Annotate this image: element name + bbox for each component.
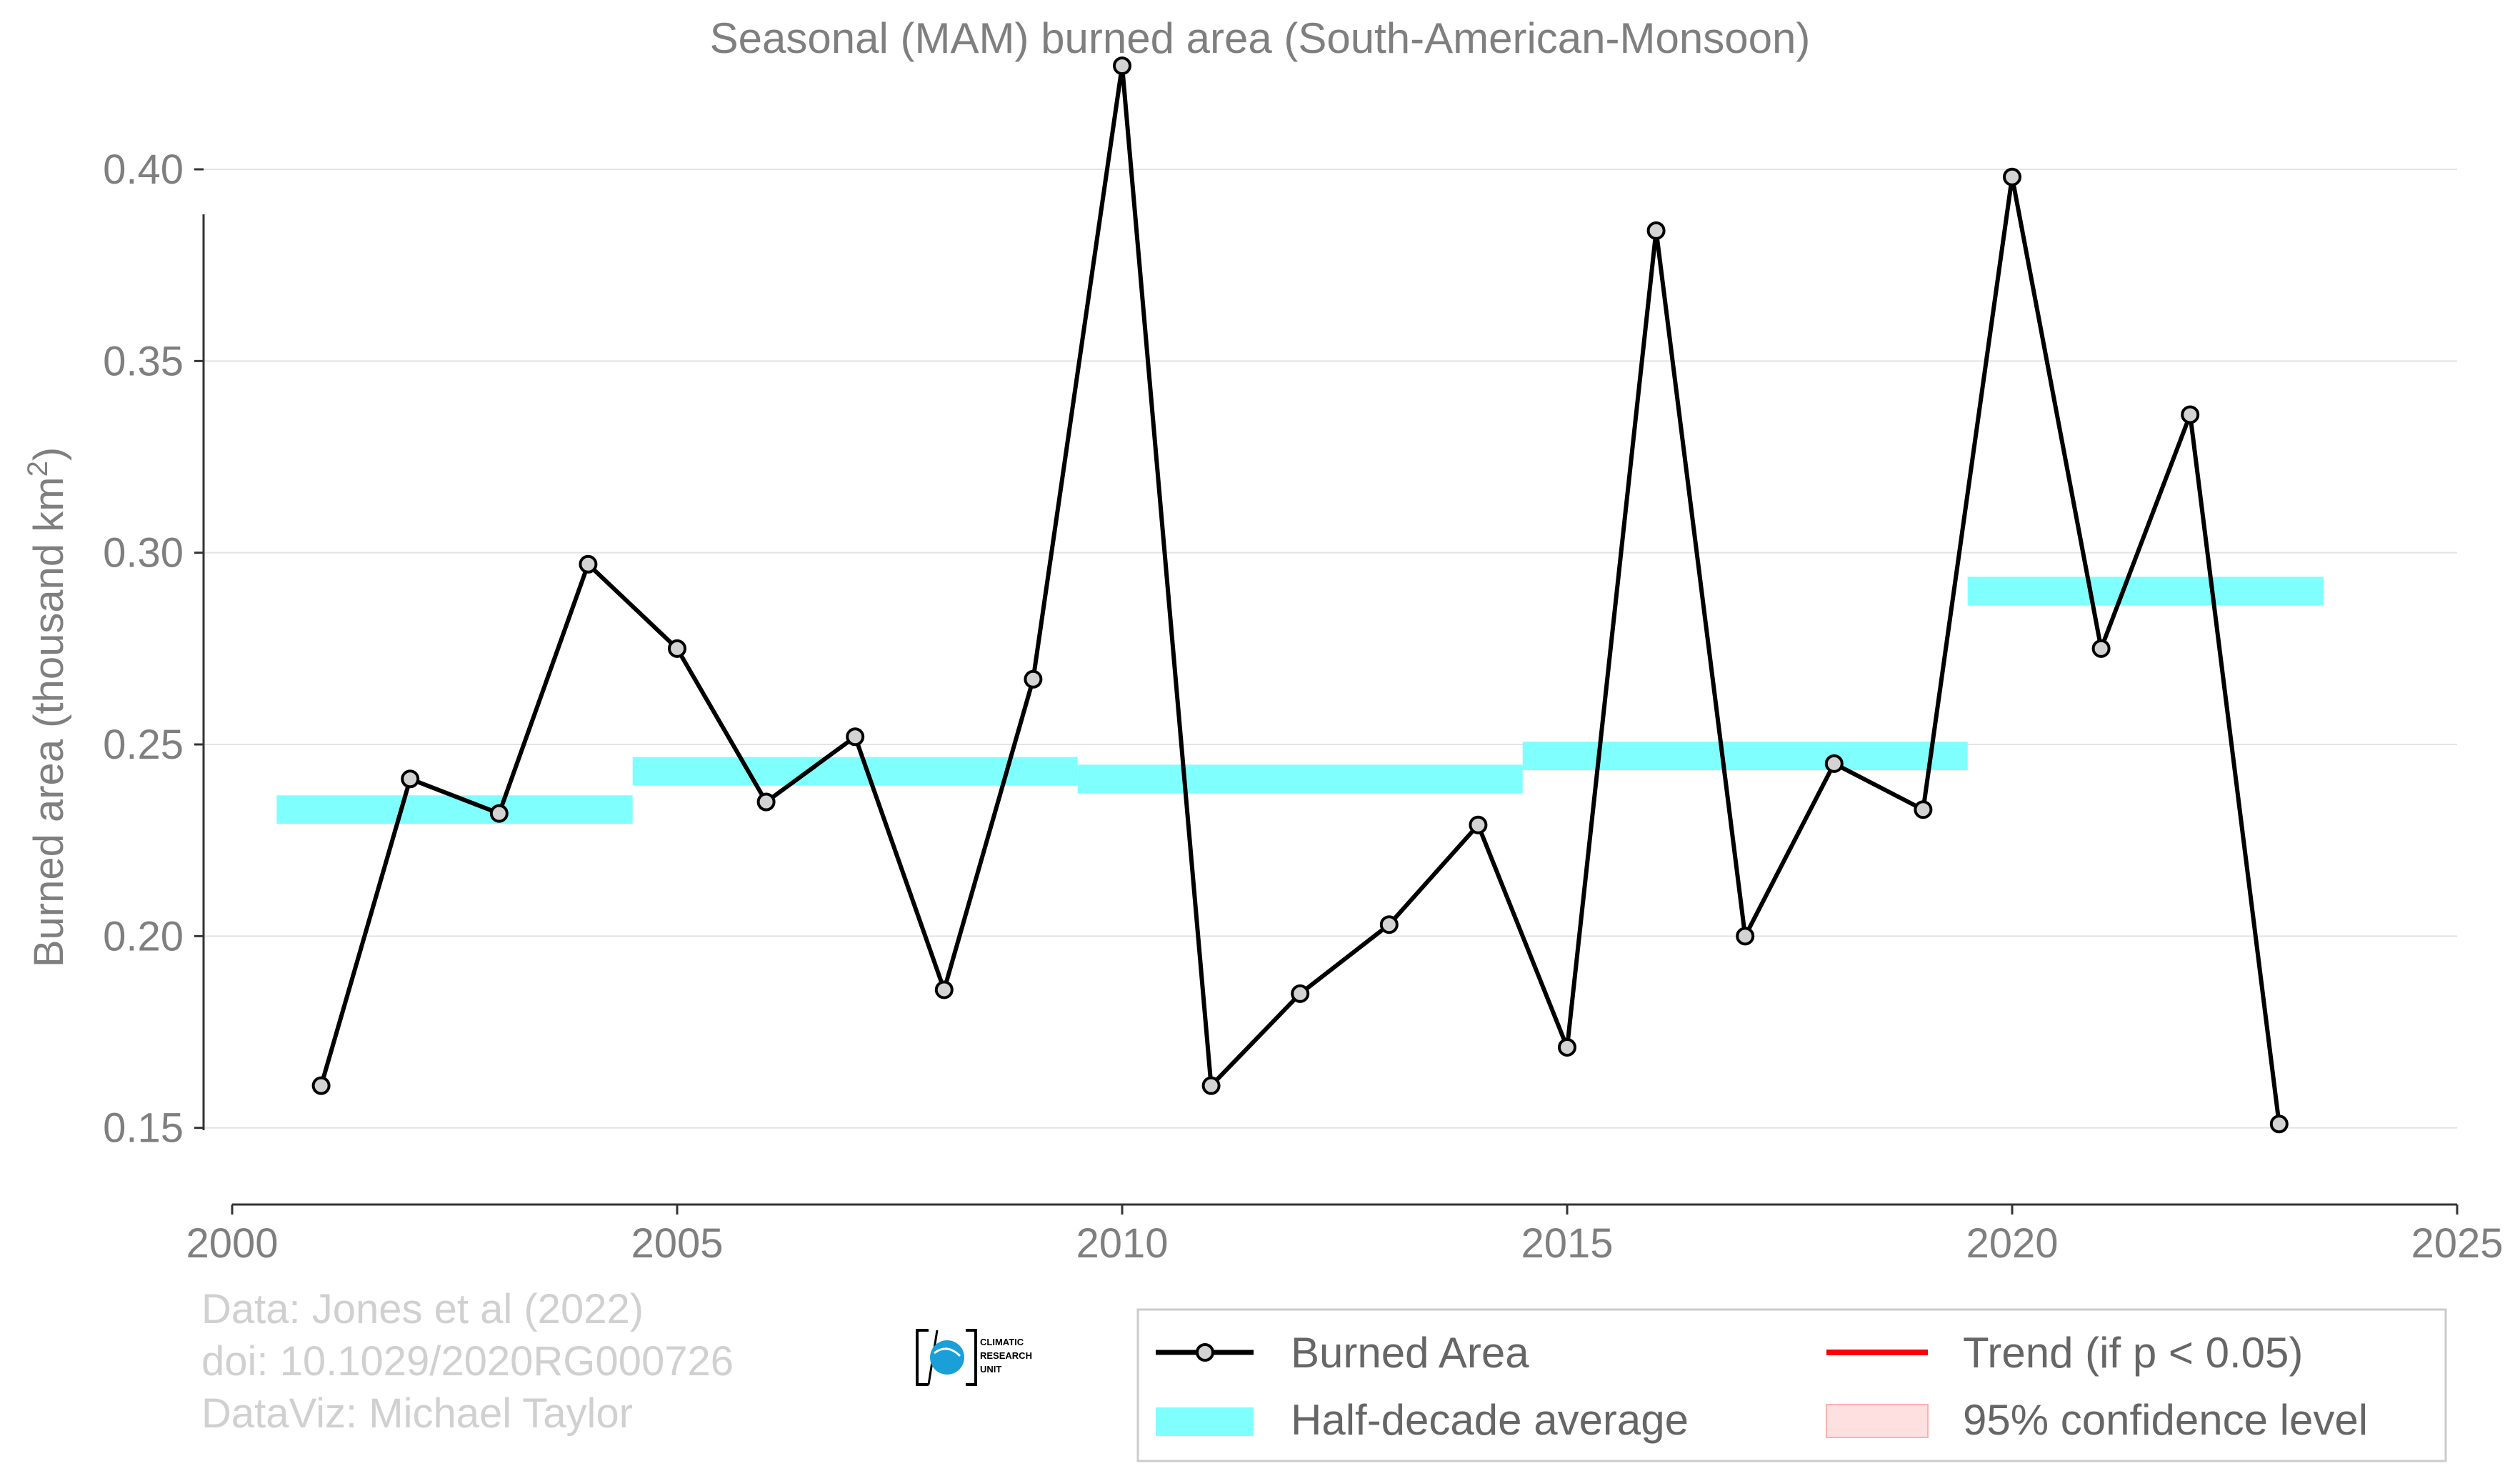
- y-tick-label: 0.20: [103, 913, 184, 959]
- burned-area-point: [2091, 639, 2111, 658]
- x-tick-label: 2010: [1076, 1220, 1168, 1267]
- y-tick-label: 0.40: [103, 146, 184, 193]
- y-tick-label: 0.35: [103, 338, 184, 384]
- burned-area-point: [1914, 800, 1933, 819]
- legend-burned-area-label: Burned Area: [1291, 1329, 1529, 1377]
- y-axis-label: Burned area (thousand km2): [22, 447, 72, 967]
- legend: Burned Area Trend (if p < 0.05) Half-dec…: [1136, 1308, 2447, 1462]
- burned-area-point: [311, 1076, 331, 1095]
- credits: Data: Jones et al (2022) doi: 10.1029/20…: [201, 1286, 734, 1437]
- legend-half-decade-label: Half-decade average: [1291, 1396, 1689, 1444]
- credit-doi: doi: 10.1029/2020RG000726: [201, 1338, 734, 1385]
- burned-area-point: [1469, 815, 1488, 834]
- legend-confidence-patch: [1826, 1404, 1929, 1438]
- grid: [204, 169, 2457, 1129]
- burned-area-point: [1113, 56, 1131, 76]
- burned-area-point: [489, 804, 509, 823]
- burned-area-point: [2181, 405, 2200, 424]
- x-tick-label: 2020: [1966, 1220, 2058, 1267]
- y-tick-label: 0.15: [103, 1105, 184, 1152]
- y-axis-ticks: 0.15 0.20 0.25 0.30 0.35 0.40: [103, 146, 204, 1152]
- burned-area-point: [579, 554, 598, 574]
- globe-highlight: [934, 1347, 961, 1357]
- legend-half-decade-patch: [1156, 1407, 1254, 1436]
- x-tick-label: 2015: [1521, 1220, 1613, 1267]
- cru-logo: CLIMATIC RESEARCH UNIT: [916, 1329, 1032, 1386]
- burned-area-point: [846, 727, 865, 747]
- y-axis-label-text: Burned area (thousand km: [26, 477, 72, 967]
- burned-area-point: [1646, 221, 1666, 240]
- burned-area-point: [1291, 984, 1310, 1003]
- logo-frame-left: [916, 1329, 929, 1386]
- globe-icon: [930, 1340, 964, 1375]
- burned-area-point: [401, 769, 420, 789]
- credit-dataviz: DataViz: Michael Taylor: [201, 1390, 633, 1437]
- burned-area-point: [1201, 1076, 1221, 1095]
- logo-text-line1: CLIMATIC: [980, 1337, 1024, 1347]
- half-decade-average-bar: [1077, 764, 1523, 794]
- x-tick-label: 2000: [186, 1220, 278, 1267]
- chart-title: Seasonal (MAM) burned area (South-Americ…: [710, 14, 1811, 62]
- x-tick-label: 2005: [631, 1220, 723, 1267]
- x-tick-label: 2025: [2411, 1220, 2503, 1267]
- burned-area-point: [934, 980, 954, 999]
- credit-data: Data: Jones et al (2022): [201, 1286, 644, 1332]
- legend-confidence-label: 95% confidence level: [1963, 1396, 2368, 1444]
- burned-area-point: [1379, 915, 1399, 934]
- logo-text-line3: UNIT: [980, 1364, 1001, 1375]
- burned-area-point: [2269, 1115, 2289, 1134]
- legend-trend-label: Trend (if p < 0.05): [1963, 1329, 2303, 1377]
- y-tick-label: 0.30: [103, 530, 184, 577]
- legend-box: [1136, 1308, 2447, 1462]
- half-decade-average-bar: [1967, 577, 2324, 606]
- burned-area-point: [1558, 1037, 1576, 1057]
- logo-frame-right: [966, 1329, 977, 1386]
- burned-area-series: [311, 56, 2289, 1134]
- x-axis-ticks: 2000 2005 2010 2015 2020 2025: [186, 1205, 2504, 1267]
- burned-area-point: [668, 639, 686, 658]
- burned-area-point: [756, 792, 776, 812]
- y-axis-label-superscript: 2: [22, 461, 54, 477]
- burned-area-point: [2003, 167, 2021, 186]
- burned-area-point: [1024, 669, 1043, 689]
- half-decade-average-bar: [1522, 742, 1968, 771]
- burned-area-point: [1824, 754, 1844, 773]
- y-axis-label-close: ): [26, 447, 72, 461]
- half-decade-average-bar: [276, 795, 633, 824]
- legend-burned-area-marker: [1196, 1343, 1214, 1362]
- half-decade-average-bars: [276, 577, 2324, 824]
- burned-area-point: [1736, 927, 1755, 946]
- y-tick-label: 0.25: [103, 722, 184, 768]
- logo-text-line2: RESEARCH: [980, 1350, 1032, 1361]
